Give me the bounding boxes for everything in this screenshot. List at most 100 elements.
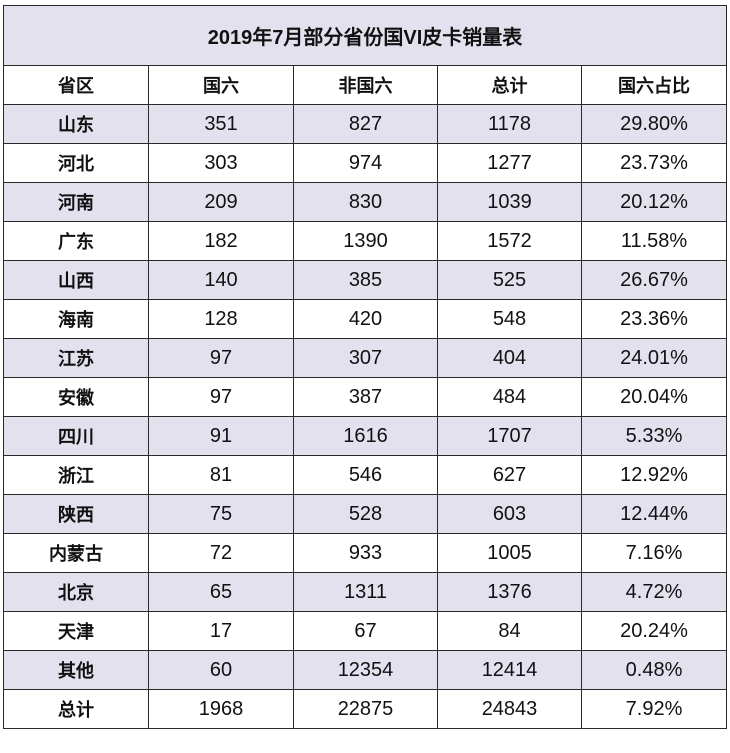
cell-province: 河南 <box>3 182 149 222</box>
cell-guo6-share: 23.36% <box>580 299 728 339</box>
cell-guo6: 60 <box>148 650 294 690</box>
cell-guo6-share: 0.48% <box>580 650 728 690</box>
cell-non-guo6: 67 <box>293 611 438 651</box>
table-row: 内蒙古 72 933 1005 7.16% <box>3 533 728 573</box>
table-row: 浙江 81 546 627 12.92% <box>3 455 728 495</box>
cell-guo6: 17 <box>148 611 294 651</box>
header-guo6: 国六 <box>148 65 294 105</box>
cell-total: 1707 <box>437 416 582 456</box>
cell-province: 内蒙古 <box>3 533 149 573</box>
cell-total: 84 <box>437 611 582 651</box>
cell-total: 1039 <box>437 182 582 222</box>
cell-non-guo6: 528 <box>293 494 438 534</box>
cell-province: 北京 <box>3 572 149 612</box>
cell-non-guo6: 1390 <box>293 221 438 261</box>
table-row: 天津 17 67 84 20.24% <box>3 611 728 651</box>
table-row: 河南 209 830 1039 20.12% <box>3 182 728 222</box>
header-province: 省区 <box>3 65 149 105</box>
cell-guo6: 97 <box>148 377 294 417</box>
table-row: 广东 182 1390 1572 11.58% <box>3 221 728 261</box>
cell-non-guo6: 307 <box>293 338 438 378</box>
cell-guo6-share: 12.44% <box>580 494 728 534</box>
cell-province: 江苏 <box>3 338 149 378</box>
sales-table-container: 2019年7月部分省份国VI皮卡销量表 省区 国六 非国六 总计 国六占比 山东… <box>2 5 728 729</box>
table-row: 其他 60 12354 12414 0.48% <box>3 650 728 690</box>
cell-guo6-share: 20.12% <box>580 182 728 222</box>
cell-guo6-share: 4.72% <box>580 572 728 612</box>
cell-guo6-share: 20.04% <box>580 377 728 417</box>
cell-guo6: 1968 <box>148 689 294 729</box>
table-title: 2019年7月部分省份国VI皮卡销量表 <box>2 5 728 66</box>
cell-province: 四川 <box>3 416 149 456</box>
cell-guo6: 351 <box>148 104 294 144</box>
cell-guo6-share: 5.33% <box>580 416 728 456</box>
cell-province: 浙江 <box>3 455 149 495</box>
cell-guo6: 97 <box>148 338 294 378</box>
cell-guo6-share: 26.67% <box>580 260 728 300</box>
cell-non-guo6: 827 <box>293 104 438 144</box>
table-row: 江苏 97 307 404 24.01% <box>3 338 728 378</box>
table-row: 海南 128 420 548 23.36% <box>3 299 728 339</box>
cell-non-guo6: 22875 <box>293 689 438 729</box>
cell-guo6: 182 <box>148 221 294 261</box>
cell-non-guo6: 385 <box>293 260 438 300</box>
cell-guo6: 128 <box>148 299 294 339</box>
cell-total: 484 <box>437 377 582 417</box>
header-row: 省区 国六 非国六 总计 国六占比 <box>3 65 728 105</box>
header-total: 总计 <box>437 65 582 105</box>
table-row: 山东 351 827 1178 29.80% <box>3 104 728 144</box>
cell-non-guo6: 974 <box>293 143 438 183</box>
table-row: 四川 91 1616 1707 5.33% <box>3 416 728 456</box>
cell-total: 24843 <box>437 689 582 729</box>
cell-non-guo6: 933 <box>293 533 438 573</box>
cell-total: 548 <box>437 299 582 339</box>
cell-province: 山西 <box>3 260 149 300</box>
cell-non-guo6: 1311 <box>293 572 438 612</box>
table-row: 河北 303 974 1277 23.73% <box>3 143 728 183</box>
cell-non-guo6: 830 <box>293 182 438 222</box>
cell-guo6-share: 12.92% <box>580 455 728 495</box>
cell-guo6: 72 <box>148 533 294 573</box>
cell-total: 404 <box>437 338 582 378</box>
cell-total: 1376 <box>437 572 582 612</box>
header-non-guo6: 非国六 <box>293 65 438 105</box>
cell-guo6-share: 7.16% <box>580 533 728 573</box>
cell-guo6-share: 29.80% <box>580 104 728 144</box>
table-row: 陕西 75 528 603 12.44% <box>3 494 728 534</box>
cell-guo6-share: 20.24% <box>580 611 728 651</box>
cell-province: 海南 <box>3 299 149 339</box>
cell-guo6: 91 <box>148 416 294 456</box>
table-body: 山东 351 827 1178 29.80% 河北 303 974 1277 23.73% 河南 20… <box>3 104 728 729</box>
cell-province: 河北 <box>3 143 149 183</box>
header-guo6-share: 国六占比 <box>580 65 728 105</box>
cell-guo6: 140 <box>148 260 294 300</box>
cell-total: 603 <box>437 494 582 534</box>
cell-non-guo6: 12354 <box>293 650 438 690</box>
cell-province: 总计 <box>3 689 149 729</box>
cell-guo6: 209 <box>148 182 294 222</box>
cell-province: 天津 <box>3 611 149 651</box>
cell-total: 1178 <box>437 104 582 144</box>
cell-province: 陕西 <box>3 494 149 534</box>
cell-total: 627 <box>437 455 582 495</box>
cell-total: 1005 <box>437 533 582 573</box>
cell-guo6-share: 23.73% <box>580 143 728 183</box>
cell-guo6: 75 <box>148 494 294 534</box>
cell-non-guo6: 420 <box>293 299 438 339</box>
cell-non-guo6: 387 <box>293 377 438 417</box>
cell-guo6: 65 <box>148 572 294 612</box>
cell-total: 1572 <box>437 221 582 261</box>
table-row: 总计 1968 22875 24843 7.92% <box>3 689 728 729</box>
cell-province: 其他 <box>3 650 149 690</box>
cell-guo6-share: 7.92% <box>580 689 728 729</box>
cell-total: 12414 <box>437 650 582 690</box>
cell-guo6: 81 <box>148 455 294 495</box>
cell-non-guo6: 546 <box>293 455 438 495</box>
cell-guo6: 303 <box>148 143 294 183</box>
sales-table: 2019年7月部分省份国VI皮卡销量表 省区 国六 非国六 总计 国六占比 山东… <box>2 5 728 729</box>
cell-province: 山东 <box>3 104 149 144</box>
table-row: 安徽 97 387 484 20.04% <box>3 377 728 417</box>
table-row: 山西 140 385 525 26.67% <box>3 260 728 300</box>
cell-guo6-share: 11.58% <box>580 221 728 261</box>
cell-guo6-share: 24.01% <box>580 338 728 378</box>
